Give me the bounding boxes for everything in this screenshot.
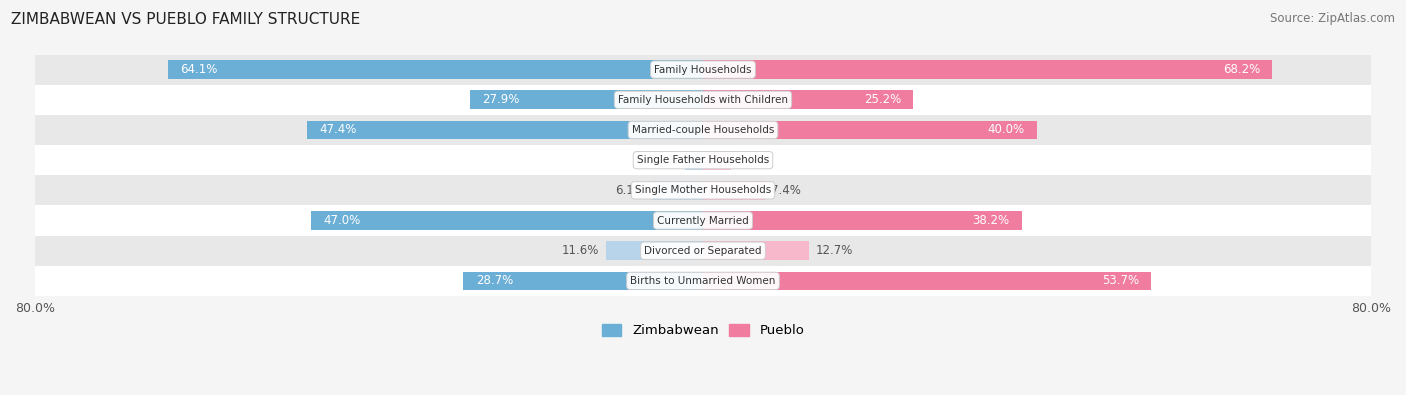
Text: 11.6%: 11.6% — [562, 244, 599, 257]
Text: Family Households: Family Households — [654, 65, 752, 75]
Bar — [35, 175, 1371, 205]
Bar — [703, 241, 808, 260]
Text: Source: ZipAtlas.com: Source: ZipAtlas.com — [1270, 12, 1395, 25]
Text: ZIMBABWEAN VS PUEBLO FAMILY STRUCTURE: ZIMBABWEAN VS PUEBLO FAMILY STRUCTURE — [11, 12, 360, 27]
Bar — [464, 271, 703, 290]
Text: 27.9%: 27.9% — [482, 93, 520, 106]
Bar — [703, 60, 1272, 79]
Text: 28.7%: 28.7% — [475, 275, 513, 288]
Bar — [167, 60, 703, 79]
Text: Births to Unmarried Women: Births to Unmarried Women — [630, 276, 776, 286]
Bar — [35, 145, 1371, 175]
Bar — [311, 211, 703, 230]
Text: Divorced or Separated: Divorced or Separated — [644, 246, 762, 256]
Bar — [703, 90, 914, 109]
Bar — [35, 205, 1371, 235]
Bar — [685, 151, 703, 169]
Bar — [652, 181, 703, 200]
Text: 40.0%: 40.0% — [987, 124, 1025, 136]
Text: 25.2%: 25.2% — [863, 93, 901, 106]
Bar — [35, 115, 1371, 145]
Text: 38.2%: 38.2% — [973, 214, 1010, 227]
Text: 47.0%: 47.0% — [323, 214, 360, 227]
Text: 7.4%: 7.4% — [772, 184, 801, 197]
Text: Family Households with Children: Family Households with Children — [619, 95, 787, 105]
Text: 64.1%: 64.1% — [180, 63, 218, 76]
Text: 12.7%: 12.7% — [815, 244, 853, 257]
Text: Single Mother Households: Single Mother Households — [636, 185, 770, 196]
Text: Married-couple Households: Married-couple Households — [631, 125, 775, 135]
Text: 6.1%: 6.1% — [616, 184, 645, 197]
Bar — [35, 55, 1371, 85]
Text: 53.7%: 53.7% — [1102, 275, 1139, 288]
Legend: Zimbabwean, Pueblo: Zimbabwean, Pueblo — [596, 318, 810, 342]
Text: 3.3%: 3.3% — [737, 154, 766, 167]
Bar — [703, 181, 765, 200]
Bar — [35, 235, 1371, 266]
Bar — [703, 120, 1038, 139]
Bar — [470, 90, 703, 109]
Bar — [606, 241, 703, 260]
Bar — [703, 151, 731, 169]
Text: Currently Married: Currently Married — [657, 216, 749, 226]
Text: Single Father Households: Single Father Households — [637, 155, 769, 165]
Bar — [35, 266, 1371, 296]
Text: 47.4%: 47.4% — [319, 124, 357, 136]
Text: 2.2%: 2.2% — [648, 154, 678, 167]
Text: 68.2%: 68.2% — [1223, 63, 1260, 76]
Bar — [307, 120, 703, 139]
Bar — [703, 211, 1022, 230]
Bar — [703, 271, 1152, 290]
Bar — [35, 85, 1371, 115]
